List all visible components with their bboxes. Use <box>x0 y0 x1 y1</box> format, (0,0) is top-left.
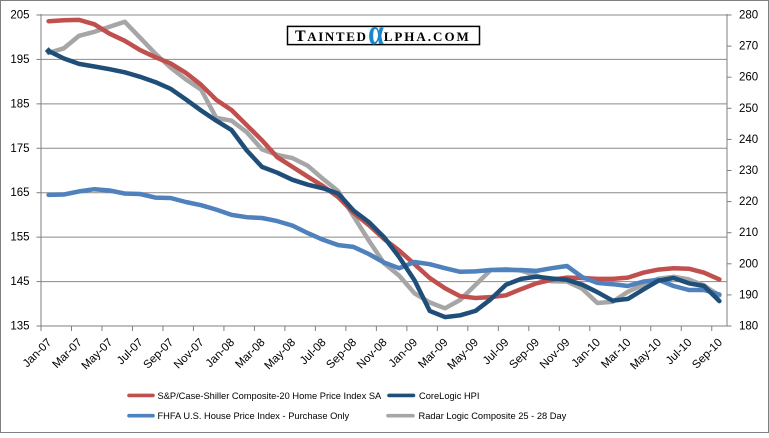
svg-text:LPHA.COM: LPHA.COM <box>384 29 471 44</box>
svg-text:165: 165 <box>10 187 29 199</box>
svg-text:FHFA U.S. House Price Index -: FHFA U.S. House Price Index - Purchase O… <box>158 411 350 421</box>
svg-text:Radar Logic Composite 25 - 28: Radar Logic Composite 25 - 28 Day <box>419 411 567 421</box>
svg-text:200: 200 <box>739 258 758 270</box>
svg-text:135: 135 <box>10 321 29 333</box>
svg-text:190: 190 <box>739 289 758 301</box>
svg-text:220: 220 <box>739 196 758 208</box>
svg-text:240: 240 <box>739 134 758 146</box>
svg-text:230: 230 <box>739 165 758 177</box>
svg-text:180: 180 <box>739 321 758 333</box>
svg-text:CoreLogic HPI: CoreLogic HPI <box>419 391 479 401</box>
svg-text:175: 175 <box>10 143 29 155</box>
svg-text:270: 270 <box>739 41 758 53</box>
svg-text:205: 205 <box>10 10 29 22</box>
svg-text:145: 145 <box>10 276 29 288</box>
svg-text:280: 280 <box>739 10 758 22</box>
svg-text:α: α <box>368 12 384 52</box>
svg-text:S&P/Case-Shiller Composite-20: S&P/Case-Shiller Composite-20 Home Price… <box>158 391 383 401</box>
svg-text:210: 210 <box>739 227 758 239</box>
svg-text:185: 185 <box>10 98 29 110</box>
svg-text:195: 195 <box>10 54 29 66</box>
svg-text:TAINTED: TAINTED <box>295 28 367 45</box>
svg-text:260: 260 <box>739 72 758 84</box>
svg-text:250: 250 <box>739 103 758 115</box>
svg-text:155: 155 <box>10 232 29 244</box>
